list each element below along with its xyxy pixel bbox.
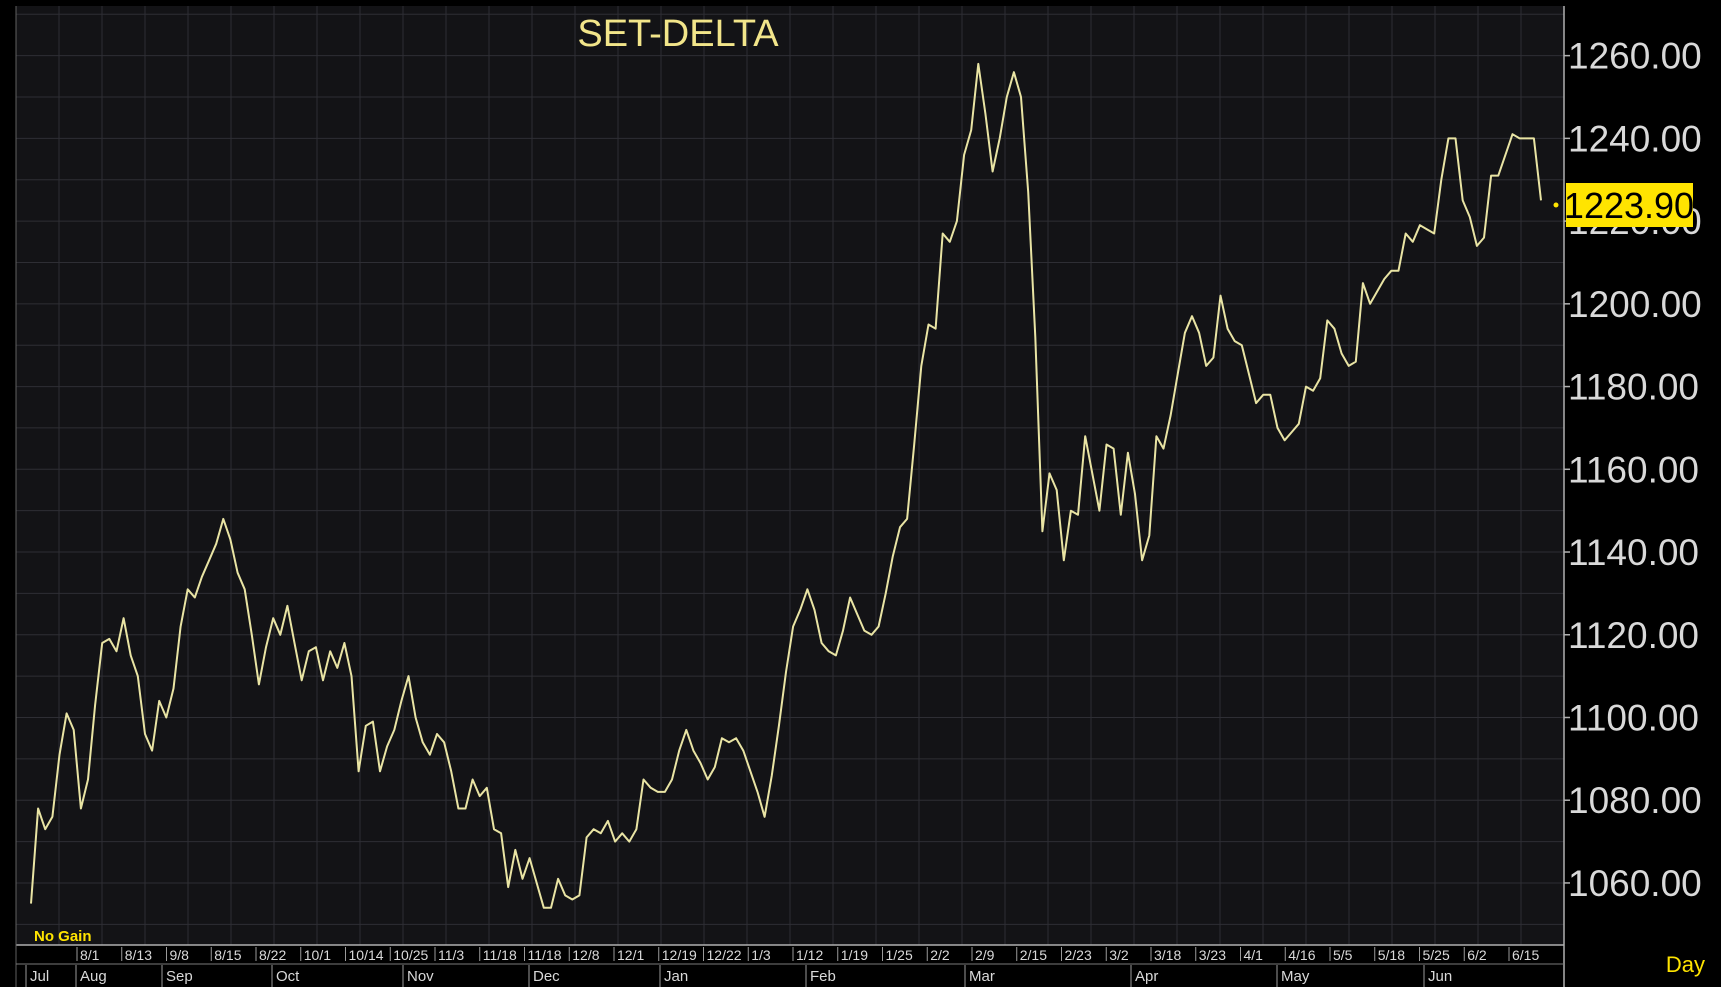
x-date-label: 1/12 <box>796 947 823 963</box>
x-date-label: 6/15 <box>1512 947 1539 963</box>
x-month-label: Jan <box>664 968 688 985</box>
x-date-label: 12/8 <box>572 947 599 963</box>
x-month-label: Sep <box>166 968 193 985</box>
last-value-marker <box>1553 202 1559 208</box>
x-month-label: Jun <box>1428 968 1452 985</box>
x-date-label: 11/18 <box>483 947 517 963</box>
x-date-label: 8/13 <box>125 947 152 963</box>
x-date-label: 3/2 <box>1109 947 1129 963</box>
y-tick-label: 1240.00 <box>1568 118 1702 159</box>
y-tick-label: 1080.00 <box>1568 780 1702 821</box>
series-line <box>30 62 1542 909</box>
x-date-label: 1/3 <box>751 947 771 963</box>
last-value-label: 1223.90 <box>1564 185 1694 226</box>
x-month-label: May <box>1281 968 1310 985</box>
x-date-label: 3/18 <box>1154 947 1181 963</box>
x-date-label: 2/23 <box>1065 947 1092 963</box>
x-date-label: 4/1 <box>1244 947 1264 963</box>
x-date-label: 5/18 <box>1378 947 1405 963</box>
x-month-label: Mar <box>969 968 995 985</box>
x-date-label: 2/9 <box>975 947 995 963</box>
series <box>30 62 1559 909</box>
x-date-label: 11/3 <box>438 947 464 963</box>
x-month-label: Apr <box>1135 968 1158 985</box>
y-tick-label: 1180.00 <box>1568 367 1699 408</box>
x-date-label: 1/19 <box>841 947 868 963</box>
x-date-label: 11/18 <box>528 947 562 963</box>
x-month-label: Dec <box>533 968 560 985</box>
x-date-label: 5/5 <box>1333 947 1353 963</box>
last-value-badge-box <box>1566 183 1693 227</box>
x-date-label: 2/15 <box>1020 947 1047 963</box>
chart-title: SET-DELTA <box>577 13 779 55</box>
y-tick-label: 1060.00 <box>1568 863 1702 904</box>
x-date-label: 12/22 <box>707 947 742 963</box>
x-date-label: 8/22 <box>259 947 286 963</box>
grid-lines <box>16 6 1564 945</box>
x-axis-ticks: 8/1 8/13 9/8 8/15 8/22 10/1 10/14 10/25 11/3 11/1… <box>16 947 1564 987</box>
y-tick-label: 1120.00 <box>1568 615 1699 656</box>
x-date-label: 1/25 <box>886 947 913 963</box>
x-date-label: 4/16 <box>1288 947 1315 963</box>
axes <box>15 6 1565 987</box>
x-month-label: Oct <box>276 968 300 985</box>
x-date-label: 6/2 <box>1467 947 1487 963</box>
y-tick-label: 1100.00 <box>1568 697 1699 738</box>
x-date-label: 10/14 <box>349 947 384 963</box>
x-date-label: 2/2 <box>930 947 950 963</box>
corner-note: No Gain <box>34 928 92 945</box>
last-value-badge: 1223.90 <box>1564 183 1694 227</box>
x-month-label: Nov <box>407 968 434 985</box>
y-tick-label: 1140.00 <box>1568 532 1699 573</box>
x-month-label: Feb <box>810 968 836 985</box>
x-date-label: 3/23 <box>1199 947 1226 963</box>
period-label: Day <box>1666 952 1705 977</box>
x-month-label: Jul <box>30 968 49 985</box>
y-tick-label: 1260.00 <box>1568 36 1702 77</box>
x-date-label: 5/25 <box>1423 947 1450 963</box>
x-date-label: 10/1 <box>304 947 331 963</box>
x-month-label: Aug <box>80 968 107 985</box>
x-date-label: 10/25 <box>393 947 428 963</box>
x-date-label: 9/8 <box>170 947 190 963</box>
x-date-label: 12/19 <box>662 947 697 963</box>
x-date-label: 8/1 <box>80 947 100 963</box>
y-tick-label: 1160.00 <box>1568 449 1699 490</box>
x-date-label: 12/1 <box>617 947 644 963</box>
x-date-label: 8/15 <box>214 947 241 963</box>
y-tick-label: 1200.00 <box>1568 284 1702 325</box>
